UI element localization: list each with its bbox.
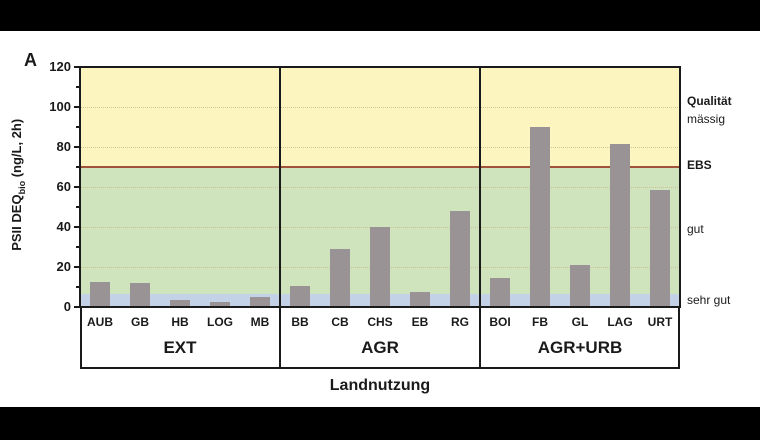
- y-tick: [74, 226, 79, 228]
- gridline: [80, 147, 680, 148]
- y-minor-tick: [76, 86, 79, 88]
- bar-rg: [450, 211, 470, 307]
- category-label-urt: URT: [647, 315, 673, 329]
- bar-chs: [370, 227, 390, 307]
- group-label-ext: EXT: [163, 338, 197, 357]
- ebs-threshold-line: [80, 166, 680, 168]
- category-label-gb: GB: [131, 315, 149, 329]
- top-black-band: [0, 0, 760, 31]
- category-label-rg: RG: [451, 315, 469, 329]
- bar-bb: [290, 286, 310, 307]
- bar-log: [210, 302, 230, 307]
- gridline: [80, 107, 680, 108]
- quality-label-sehr-gut: sehr gut: [687, 293, 731, 307]
- group-divider: [479, 67, 481, 369]
- bar-eb: [410, 292, 430, 307]
- category-label-boi: BOI: [489, 315, 511, 329]
- y-tick-label: 80: [56, 139, 71, 154]
- bar-hb: [170, 300, 190, 307]
- quality-label-ebs: EBS: [687, 158, 712, 172]
- category-label-bb: BB: [291, 315, 309, 329]
- group-label-agr-urb: AGR+URB: [537, 338, 623, 357]
- category-label-eb: EB: [411, 315, 429, 329]
- y-tick: [74, 306, 79, 308]
- zone-maessig: [80, 67, 680, 167]
- bar-lag: [610, 144, 630, 307]
- y-minor-tick: [76, 286, 79, 288]
- y-tick-label: 60: [56, 179, 71, 194]
- bar-gl: [570, 265, 590, 307]
- plot-area: [79, 66, 681, 308]
- quality-label-gut: gut: [687, 222, 704, 236]
- bar-cb: [330, 249, 350, 307]
- bar-gb: [130, 283, 150, 307]
- y-tick-label: 120: [49, 59, 71, 74]
- category-label-log: LOG: [207, 315, 233, 329]
- category-label-cb: CB: [331, 315, 349, 329]
- category-label-chs: CHS: [367, 315, 393, 329]
- y-tick-label: 100: [49, 99, 71, 114]
- category-label-lag: LAG: [607, 315, 633, 329]
- quality-header: Qualität: [687, 94, 732, 108]
- y-tick-label: 20: [56, 259, 71, 274]
- bar-fb: [530, 127, 550, 307]
- bar-aub: [90, 282, 110, 307]
- y-tick: [74, 146, 79, 148]
- category-box: [80, 306, 680, 369]
- y-axis-title: PSII DEQbio (ng/L, 2h): [9, 118, 27, 251]
- category-label-fb: FB: [532, 315, 548, 329]
- category-label-aub: AUB: [87, 315, 113, 329]
- y-tick-label: 40: [56, 219, 71, 234]
- y-tick: [74, 266, 79, 268]
- y-minor-tick: [76, 246, 79, 248]
- category-label-gl: GL: [571, 315, 589, 329]
- quality-label-maessig: mässig: [687, 112, 726, 126]
- group-label-agr: AGR: [361, 338, 399, 357]
- y-tick: [74, 66, 79, 68]
- bar-mb: [250, 297, 270, 307]
- panel-letter: A: [24, 50, 37, 70]
- group-divider: [279, 67, 281, 369]
- y-minor-tick: [76, 126, 79, 128]
- category-label-hb: HB: [171, 315, 189, 329]
- category-label-mb: MB: [250, 315, 270, 329]
- bar-urt: [650, 190, 670, 307]
- bottom-black-band: [0, 407, 760, 440]
- x-axis-title: Landnutzung: [329, 377, 431, 394]
- gridline: [80, 187, 680, 188]
- y-minor-tick: [76, 166, 79, 168]
- y-minor-tick: [76, 206, 79, 208]
- bar-boi: [490, 278, 510, 307]
- y-tick: [74, 106, 79, 108]
- y-tick-label: 0: [63, 299, 71, 314]
- y-tick: [74, 186, 79, 188]
